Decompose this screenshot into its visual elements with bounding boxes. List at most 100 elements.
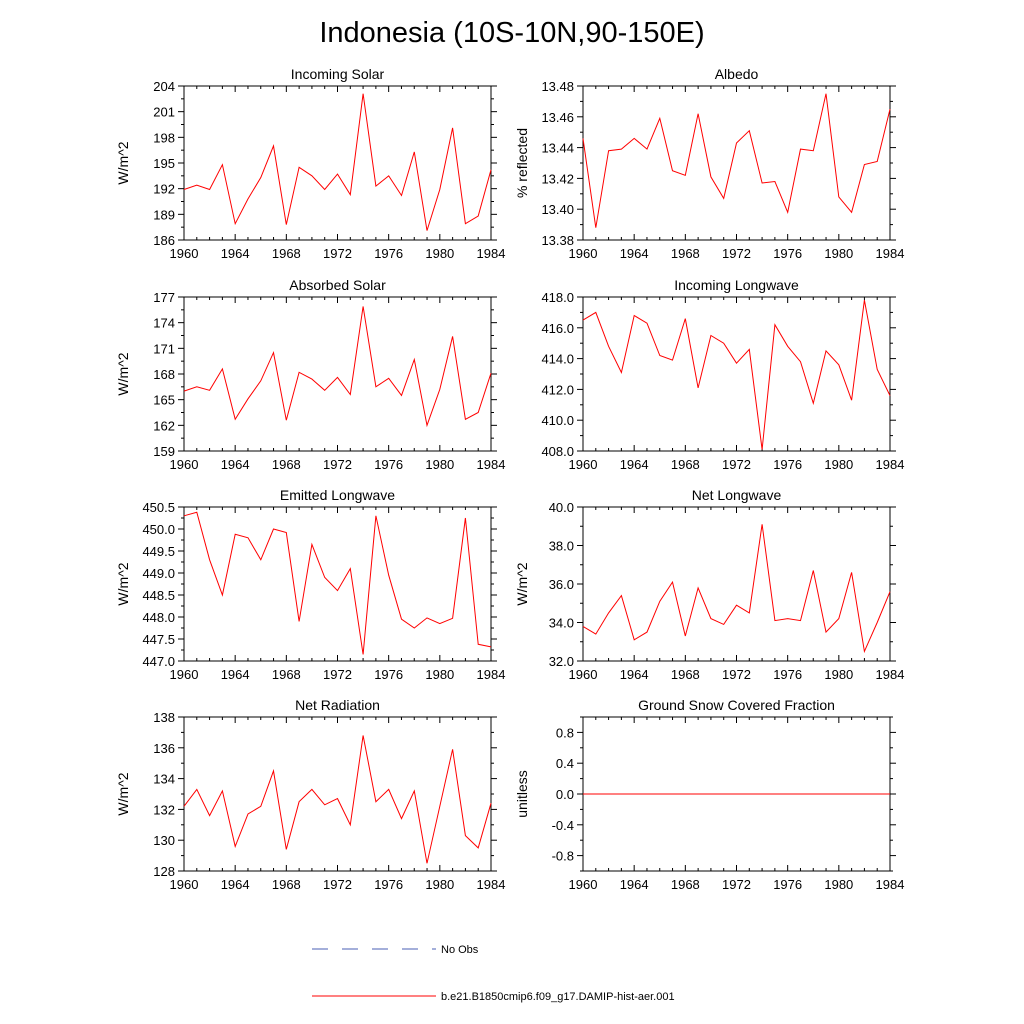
x-tick-label: 1972	[722, 457, 751, 472]
plot-frame	[183, 716, 492, 872]
y-axis-label: W/m^2	[115, 772, 131, 815]
panel-title: Incoming Longwave	[674, 277, 799, 293]
panel-title: Emitted Longwave	[280, 487, 395, 503]
x-tick-label: 1968	[272, 457, 301, 472]
y-tick-label: 134	[153, 772, 175, 787]
y-axis-label: W/m^2	[115, 562, 131, 605]
y-tick-label: 412.0	[541, 382, 574, 397]
plot-frame	[183, 296, 492, 452]
y-tick-label: 13.44	[541, 141, 574, 156]
y-tick-label: 13.48	[541, 79, 574, 94]
x-tick-label: 1984	[477, 457, 506, 472]
y-tick-label: 449.5	[142, 544, 175, 559]
x-tick-label: 1968	[272, 246, 301, 261]
y-tick-label: 192	[153, 182, 175, 197]
figure-title: Indonesia (10S-10N,90-150E)	[319, 17, 704, 49]
x-tick-label: 1960	[569, 246, 598, 261]
x-tick-label: 1980	[824, 877, 853, 892]
y-tick-label: 32.0	[549, 654, 574, 669]
x-tick-label: 1984	[477, 877, 506, 892]
panel-7: Ground Snow Covered Fraction 1960 1964 1968…	[514, 697, 904, 892]
y-tick-label: 447.5	[142, 632, 175, 647]
y-tick-label: 204	[153, 79, 175, 94]
x-tick-label: 1980	[824, 667, 853, 682]
x-tick-label: 1976	[374, 667, 403, 682]
x-tick-label: 1984	[477, 667, 506, 682]
series-line	[183, 93, 492, 231]
plot-frame	[582, 506, 891, 662]
y-tick-label: 132	[153, 802, 175, 817]
x-tick-label: 1960	[569, 457, 598, 472]
y-tick-label: 136	[153, 741, 175, 756]
y-tick-label: 448.0	[142, 610, 175, 625]
y-axis-label: W/m^2	[115, 352, 131, 395]
x-tick-label: 1980	[425, 457, 454, 472]
panel-1: Albedo 1960 1964 1968 1972 1976 1980 1984 13.38 1…	[514, 66, 904, 261]
series-line	[183, 735, 492, 864]
x-tick-label: 1968	[272, 667, 301, 682]
x-tick-label: 1968	[671, 667, 700, 682]
x-tick-label: 1972	[323, 877, 352, 892]
series-line	[183, 306, 492, 428]
plot-frame	[183, 506, 492, 662]
y-tick-label: 130	[153, 833, 175, 848]
plot-frame	[582, 85, 891, 241]
x-tick-label: 1960	[170, 457, 199, 472]
x-tick-label: 1964	[620, 457, 649, 472]
x-tick-label: 1984	[876, 457, 905, 472]
legend-model-label: b.e21.B1850cmip6.f09_g17.DAMIP-hist-aer.…	[441, 991, 675, 1003]
x-tick-label: 1964	[221, 667, 250, 682]
series-line	[582, 524, 891, 654]
x-tick-label: 1964	[620, 877, 649, 892]
x-tick-label: 1980	[824, 246, 853, 261]
y-tick-label: 186	[153, 233, 175, 248]
x-tick-label: 1976	[773, 246, 802, 261]
y-tick-label: 13.42	[541, 171, 574, 186]
y-tick-label: 13.46	[541, 110, 574, 125]
x-tick-label: 1980	[425, 667, 454, 682]
panel-4: Emitted Longwave 1960 1964 1968 1972 1976 1980…	[115, 487, 505, 682]
x-tick-label: 1968	[671, 877, 700, 892]
x-tick-label: 1960	[569, 667, 598, 682]
y-tick-label: 34.0	[549, 616, 574, 631]
x-tick-label: 1976	[374, 457, 403, 472]
y-tick-label: 418.0	[541, 290, 574, 305]
legend: No Obs b.e21.B1850cmip6.f09_g17.DAMIP-hi…	[312, 944, 675, 1003]
y-tick-label: 449.0	[142, 566, 175, 581]
x-tick-label: 1972	[323, 246, 352, 261]
x-tick-label: 1984	[876, 246, 905, 261]
y-tick-label: 162	[153, 418, 175, 433]
x-tick-label: 1960	[170, 246, 199, 261]
y-tick-label: 165	[153, 393, 175, 408]
x-tick-label: 1960	[170, 877, 199, 892]
panel-0: Incoming Solar 1960 1964 1968 1972 1976 1980 19…	[115, 66, 505, 261]
x-tick-label: 1984	[876, 667, 905, 682]
y-tick-label: 410.0	[541, 413, 574, 428]
x-tick-label: 1980	[824, 457, 853, 472]
y-tick-label: 177	[153, 290, 175, 305]
x-tick-label: 1964	[620, 246, 649, 261]
y-tick-label: 201	[153, 105, 175, 120]
y-tick-label: 447.0	[142, 654, 175, 669]
y-tick-label: 198	[153, 130, 175, 145]
x-tick-label: 1972	[323, 457, 352, 472]
legend-obs-label: No Obs	[441, 944, 479, 956]
x-tick-label: 1984	[876, 877, 905, 892]
y-tick-label: 414.0	[541, 352, 574, 367]
y-tick-label: 0.8	[556, 725, 574, 740]
x-tick-label: 1972	[722, 667, 751, 682]
x-tick-label: 1976	[374, 877, 403, 892]
x-tick-label: 1972	[722, 877, 751, 892]
x-tick-label: 1976	[374, 246, 403, 261]
x-tick-label: 1960	[170, 667, 199, 682]
y-tick-label: 448.5	[142, 588, 175, 603]
panel-title: Albedo	[715, 66, 759, 82]
x-tick-label: 1972	[323, 667, 352, 682]
panel-title: Net Radiation	[295, 697, 380, 713]
y-tick-label: 159	[153, 444, 175, 459]
panel-title: Incoming Solar	[291, 66, 385, 82]
series-line	[582, 93, 891, 228]
y-tick-label: 0.0	[556, 787, 574, 802]
x-tick-label: 1980	[425, 877, 454, 892]
panel-title: Ground Snow Covered Fraction	[638, 697, 835, 713]
